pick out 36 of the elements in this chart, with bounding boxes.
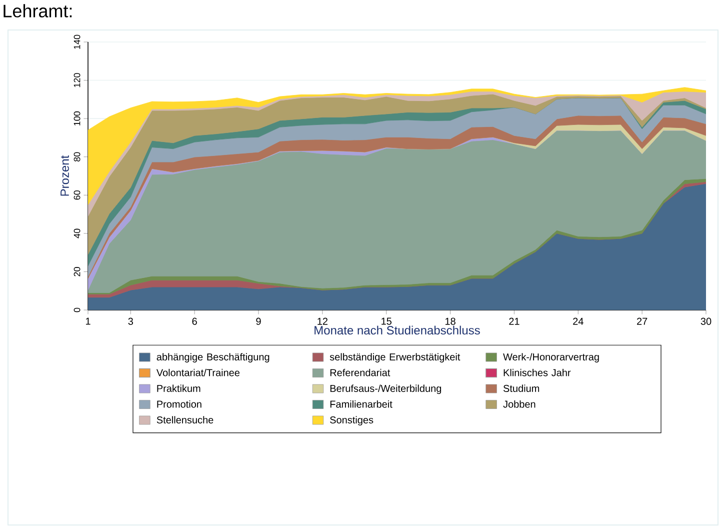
legend-label: abhängige Beschäftigung xyxy=(156,353,270,362)
legend-label: Familienarbeit xyxy=(330,400,392,408)
x-tick-label: 1 xyxy=(86,318,90,325)
y-tick-label: 120 xyxy=(74,73,80,88)
legend-label: Klinisches Jahr xyxy=(504,368,571,376)
y-axis-title: Prozent xyxy=(60,155,69,196)
legend-label: Studium xyxy=(503,384,540,392)
x-tick-label: 21 xyxy=(509,318,520,325)
y-tick-label: 40 xyxy=(74,228,80,238)
x-tick-label: 18 xyxy=(445,318,456,325)
y-tick-label: 80 xyxy=(74,152,80,162)
legend-label: Referendariat xyxy=(330,368,390,376)
y-tick-label: 100 xyxy=(74,111,80,126)
x-axis-title: Monate nach Studienabschluss xyxy=(314,326,480,335)
y-tick-label: 60 xyxy=(74,190,80,200)
legend-label: Promotion xyxy=(157,400,202,408)
legend-label: Volontariat/Trainee xyxy=(156,368,240,376)
x-tick-label: 15 xyxy=(382,318,392,325)
y-tick-label: 0 xyxy=(74,308,80,312)
legend-label: selbständige Erwerbstätigkeit xyxy=(330,353,460,362)
legend-label: Jobben xyxy=(503,400,536,408)
legend-label: Sonstiges xyxy=(330,416,374,426)
x-tick-label: 27 xyxy=(637,318,648,325)
x-tick-label: 30 xyxy=(700,318,712,325)
x-tick-label: 12 xyxy=(318,318,328,325)
y-tick-label: 140 xyxy=(74,34,80,49)
legend-label: Praktikum xyxy=(157,384,200,392)
y-tick-label: 20 xyxy=(74,267,80,276)
legend-label: Berufsaus-/Weiterbildung xyxy=(330,384,442,394)
x-tick-label: 9 xyxy=(256,318,261,325)
x-tick-label: 3 xyxy=(128,318,133,325)
legend-label: Werk-/Honorarvertrag xyxy=(503,353,599,362)
legend-label: Stellensuche xyxy=(156,416,214,424)
x-tick-label: 6 xyxy=(192,318,197,325)
x-tick-label: 24 xyxy=(573,318,584,325)
chart-title: Lehramt: xyxy=(4,4,72,18)
